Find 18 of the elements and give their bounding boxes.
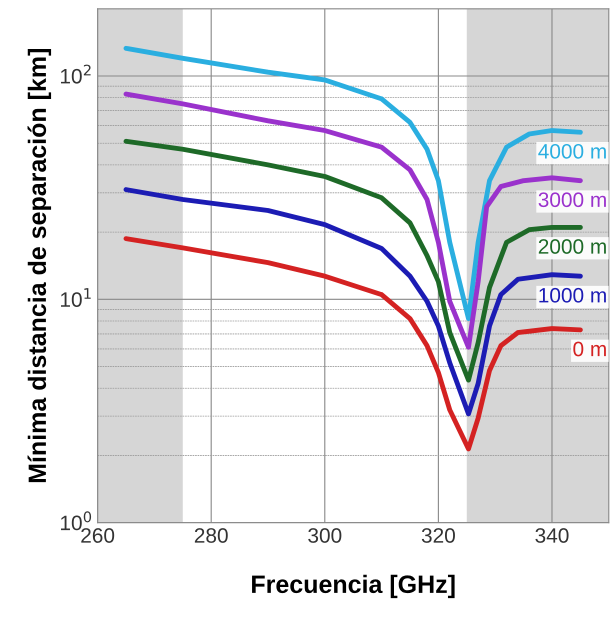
- line-series: [124, 46, 583, 322]
- x-axis-title: Frecuencia [GHz]: [252, 574, 455, 598]
- x-tick-label: 340: [535, 528, 569, 543]
- y-axis-title: Mínima distancia de separación [km]: [28, 49, 52, 482]
- y-tick-label: 10$^{2}$: [60, 64, 91, 84]
- series-label: 4000 m: [538, 144, 606, 159]
- y-tick-label: 10$^{1}$: [60, 288, 91, 307]
- line-series: [124, 138, 583, 383]
- x-tick-label: 260: [81, 528, 114, 543]
- x-tick-label: 320: [422, 528, 455, 543]
- series-label: 0 m: [573, 342, 606, 356]
- x-tick-label: 300: [308, 528, 342, 543]
- series-label: 1000 m: [539, 288, 606, 303]
- x-tick-label: 280: [194, 528, 228, 543]
- series-label: 2000 m: [538, 239, 606, 254]
- line-series: [124, 187, 583, 416]
- line-series: [124, 236, 583, 452]
- series-label: 3000 m: [538, 192, 606, 208]
